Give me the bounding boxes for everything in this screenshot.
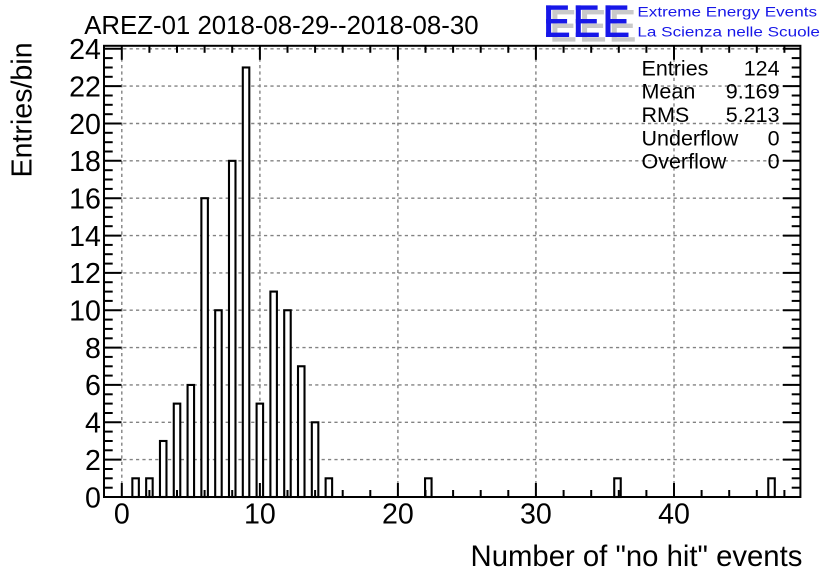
svg-text:Entries/bin: Entries/bin: [7, 42, 39, 177]
svg-text:Overflow: Overflow: [642, 150, 727, 174]
svg-text:16: 16: [69, 184, 101, 216]
svg-text:Mean: Mean: [642, 80, 696, 104]
svg-text:10: 10: [244, 498, 276, 530]
svg-text:0: 0: [85, 482, 101, 514]
svg-text:4: 4: [85, 408, 101, 440]
svg-text:2: 2: [85, 445, 101, 477]
svg-text:La Scienza nelle Scuole: La Scienza nelle Scuole: [637, 25, 819, 40]
svg-text:10: 10: [69, 296, 101, 328]
svg-text:20: 20: [382, 498, 414, 530]
svg-text:RMS: RMS: [642, 103, 690, 127]
svg-text:5.213: 5.213: [726, 103, 780, 127]
svg-text:6: 6: [85, 370, 101, 402]
svg-text:20: 20: [69, 109, 101, 141]
svg-text:8: 8: [85, 333, 101, 365]
svg-text:40: 40: [658, 498, 690, 530]
svg-text:14: 14: [69, 221, 101, 253]
svg-text:Extreme Energy Events: Extreme Energy Events: [637, 5, 817, 20]
svg-text:Number of "no hit" events: Number of "no hit" events: [471, 540, 803, 572]
svg-text:0: 0: [768, 150, 780, 174]
svg-text:18: 18: [69, 146, 101, 178]
svg-text:124: 124: [744, 56, 780, 80]
svg-text:12: 12: [69, 258, 101, 290]
svg-text:AREZ-01 2018-08-29--2018-08-30: AREZ-01 2018-08-29--2018-08-30: [84, 12, 478, 40]
svg-text:24: 24: [69, 34, 101, 66]
svg-text:30: 30: [520, 498, 552, 530]
svg-text:9.169: 9.169: [726, 80, 780, 104]
svg-text:0: 0: [114, 498, 130, 530]
svg-text:Underflow: Underflow: [642, 126, 739, 150]
svg-text:22: 22: [69, 71, 101, 103]
svg-text:Entries: Entries: [642, 56, 709, 80]
svg-text:0: 0: [768, 126, 780, 150]
